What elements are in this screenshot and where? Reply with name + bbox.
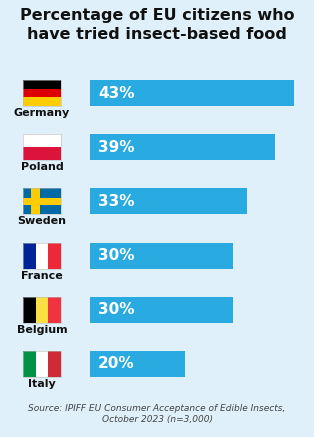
Text: Italy: Italy: [28, 379, 56, 389]
Text: 43%: 43%: [98, 86, 134, 101]
Bar: [23, 351, 36, 377]
Bar: [23, 188, 61, 215]
Text: 39%: 39%: [98, 140, 134, 155]
Bar: [23, 134, 61, 147]
Bar: [23, 297, 36, 323]
Bar: [23, 134, 61, 160]
Bar: [90, 188, 247, 215]
Bar: [23, 97, 61, 106]
Bar: [23, 297, 61, 323]
Bar: [90, 351, 185, 377]
Bar: [23, 243, 61, 269]
Text: 30%: 30%: [98, 248, 134, 263]
Bar: [23, 351, 61, 377]
Text: Sweden: Sweden: [18, 216, 67, 226]
Bar: [36, 297, 48, 323]
Bar: [90, 297, 233, 323]
Text: Percentage of EU citizens who
have tried insect-based food: Percentage of EU citizens who have tried…: [20, 8, 294, 42]
Bar: [90, 243, 233, 269]
Bar: [48, 297, 61, 323]
Bar: [23, 198, 61, 205]
Bar: [23, 80, 61, 106]
Text: 20%: 20%: [98, 357, 135, 371]
Bar: [90, 80, 295, 106]
Text: Germany: Germany: [14, 108, 70, 118]
Bar: [23, 89, 61, 97]
Bar: [48, 351, 61, 377]
Bar: [23, 80, 61, 89]
Bar: [23, 147, 61, 160]
Text: Belgium: Belgium: [17, 325, 67, 335]
Bar: [31, 188, 40, 215]
Text: France: France: [21, 271, 63, 281]
Text: 33%: 33%: [98, 194, 134, 209]
Bar: [90, 134, 275, 160]
Bar: [23, 243, 36, 269]
Bar: [48, 243, 61, 269]
Text: 30%: 30%: [98, 302, 134, 317]
Bar: [36, 351, 48, 377]
Text: Poland: Poland: [21, 162, 63, 172]
Text: Source: IPIFF EU Consumer Acceptance of Edible Insects,
October 2023 (n=3,000): Source: IPIFF EU Consumer Acceptance of …: [28, 404, 286, 424]
Bar: [36, 243, 48, 269]
Bar: [23, 188, 61, 215]
